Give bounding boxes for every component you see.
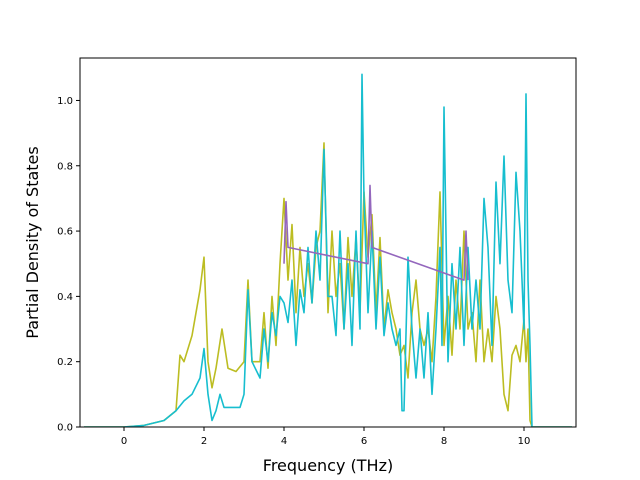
x-tick-label: 2 <box>201 436 207 447</box>
y-axis-ticks: 0.0 0.2 0.4 0.6 0.8 1.0 <box>57 96 80 434</box>
y-axis-title: Partial Density of States <box>23 146 42 338</box>
plot-area <box>84 73 572 427</box>
axes-frame <box>79 57 577 428</box>
series-line-3 <box>283 184 469 281</box>
y-tick-label: 0.6 <box>57 227 73 238</box>
x-tick-label: 6 <box>361 436 367 447</box>
x-tick-label: 8 <box>441 436 447 447</box>
x-tick-label: 10 <box>518 436 531 447</box>
y-tick-label: 0.2 <box>57 357 73 368</box>
y-tick-label: 0.8 <box>57 161 73 172</box>
x-axis-title: Frequency (THz) <box>263 456 393 475</box>
x-tick-label: 0 <box>121 436 127 447</box>
x-tick-label: 4 <box>281 436 287 447</box>
y-tick-label: 0.4 <box>57 292 73 303</box>
x-axis-ticks: 0 2 4 6 8 10 <box>121 427 531 447</box>
y-tick-label: 1.0 <box>57 96 73 107</box>
series-line-2 <box>84 73 572 427</box>
y-tick-label: 0.0 <box>57 423 73 434</box>
